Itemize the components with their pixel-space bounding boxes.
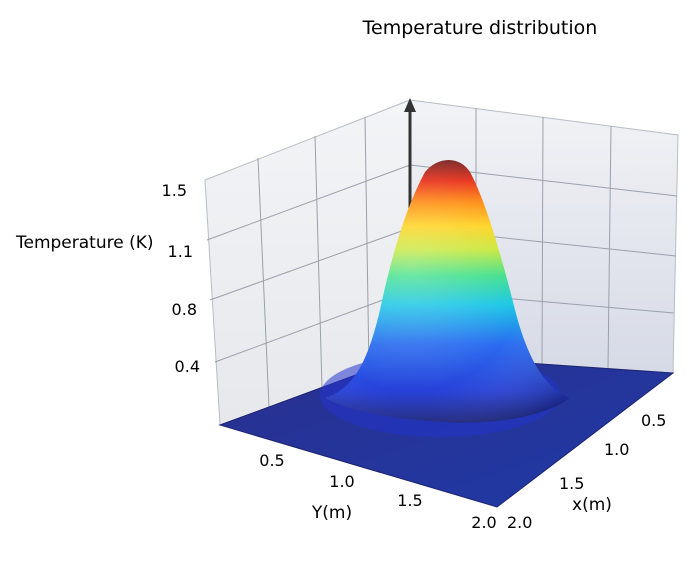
y-ticks: 0.5 1.0 1.5 2.0 — [259, 451, 496, 532]
y-tick-label: 2.0 — [471, 513, 496, 532]
left-wall-hline — [214, 289, 411, 363]
y-tick-label: 1.5 — [397, 491, 422, 510]
left-wall-vline — [257, 157, 270, 408]
left-wall-hline — [206, 164, 411, 241]
surface-shading — [325, 160, 570, 423]
z-ticks: 0.4 0.8 1.1 1.5 — [162, 181, 200, 376]
y-tick-label: 0.5 — [259, 451, 284, 470]
left-wall-vline — [314, 135, 323, 389]
x-tick-label: 0.5 — [641, 411, 666, 430]
x-tick-label: 1.0 — [604, 440, 629, 459]
x-tick-label: 1.5 — [559, 474, 584, 493]
z-tick-label: 1.1 — [168, 242, 193, 261]
right-wall-vline — [541, 116, 544, 365]
z-tick-label: 0.8 — [172, 300, 197, 319]
z-tick-label: 0.4 — [175, 357, 200, 376]
z-axis-arrow — [404, 98, 416, 112]
left-wall-hline — [209, 227, 411, 301]
temperature-surface — [320, 160, 570, 437]
y-tick-label: 1.0 — [329, 472, 354, 491]
chart-title: Temperature distribution — [362, 17, 598, 39]
right-wall-vline — [607, 125, 612, 369]
y-axis-label: Y(m) — [311, 503, 352, 523]
z-axis-label: Temperature (K) — [15, 233, 154, 253]
x-ticks: 0.5 1.0 1.5 2.0 — [507, 411, 666, 532]
x-tick-label: 2.0 — [507, 513, 532, 532]
x-axis-label: x(m) — [572, 495, 612, 515]
z-tick-label: 1.5 — [162, 181, 187, 200]
